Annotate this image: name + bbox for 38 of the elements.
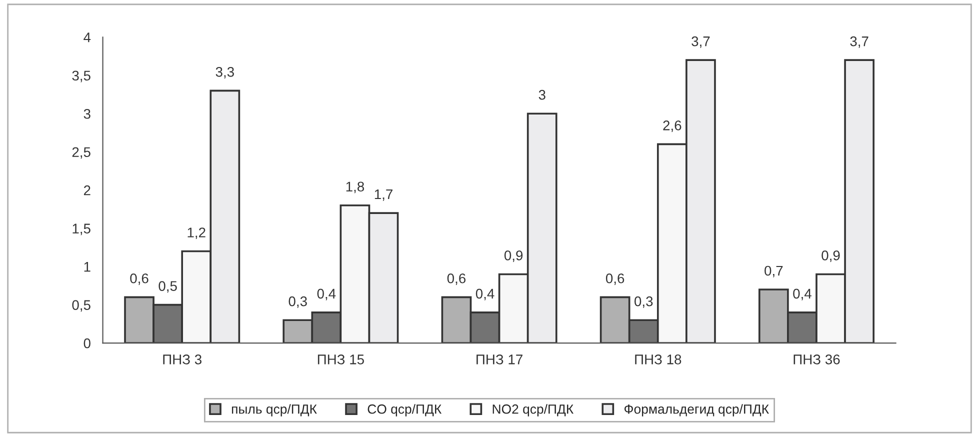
data-label: 0,9 — [504, 250, 523, 262]
data-label: 0,9 — [822, 250, 840, 262]
data-label: 0,6 — [606, 273, 624, 285]
data-label: 0,4 — [793, 288, 812, 300]
data-label: 0,7 — [764, 266, 783, 278]
legend-label: пыль qср/ПДК — [232, 404, 317, 416]
y-tick-label: 3 — [84, 108, 90, 119]
data-label: 3 — [538, 90, 546, 100]
data-label: 0,5 — [158, 281, 177, 293]
y-tick-label: 1,5 — [72, 224, 90, 236]
legend-label: NO2 qср/ПДК — [492, 404, 574, 416]
data-label: 1,7 — [374, 189, 392, 201]
legend-label: Формальдегид qср/ПДК — [624, 404, 769, 416]
y-tick-label: 4 — [84, 32, 91, 42]
data-label: 0,3 — [288, 296, 307, 308]
x-tick-label: ПНЗ 17 — [476, 354, 522, 364]
data-label: 2,6 — [663, 120, 682, 132]
data-label: 0,3 — [634, 296, 653, 308]
data-label: 3,3 — [216, 66, 234, 78]
data-label: 0,4 — [476, 288, 494, 300]
x-tick-label: ПНЗ 3 — [163, 354, 202, 364]
y-tick-label: 0,5 — [72, 300, 90, 312]
legend-label: CO qср/ПДК — [368, 404, 442, 416]
x-tick-label: ПНЗ 15 — [318, 354, 364, 364]
y-tick-label: 2 — [84, 185, 90, 196]
data-label: 1,8 — [346, 182, 364, 194]
y-tick-label: 1 — [84, 262, 90, 272]
x-tick-label: ПНЗ 18 — [635, 354, 682, 364]
data-label: 3,7 — [850, 36, 868, 48]
data-label: 0,6 — [447, 273, 466, 285]
data-label: 0,4 — [317, 288, 336, 300]
x-tick-label: ПНЗ 36 — [794, 354, 840, 364]
y-tick-label: 0 — [84, 338, 90, 348]
data-label: 1,2 — [188, 228, 206, 240]
data-label: 0,6 — [130, 273, 148, 285]
y-tick-label: 3,5 — [72, 70, 90, 82]
data-label: 3,7 — [692, 36, 710, 48]
y-tick-label: 2,5 — [72, 147, 90, 159]
